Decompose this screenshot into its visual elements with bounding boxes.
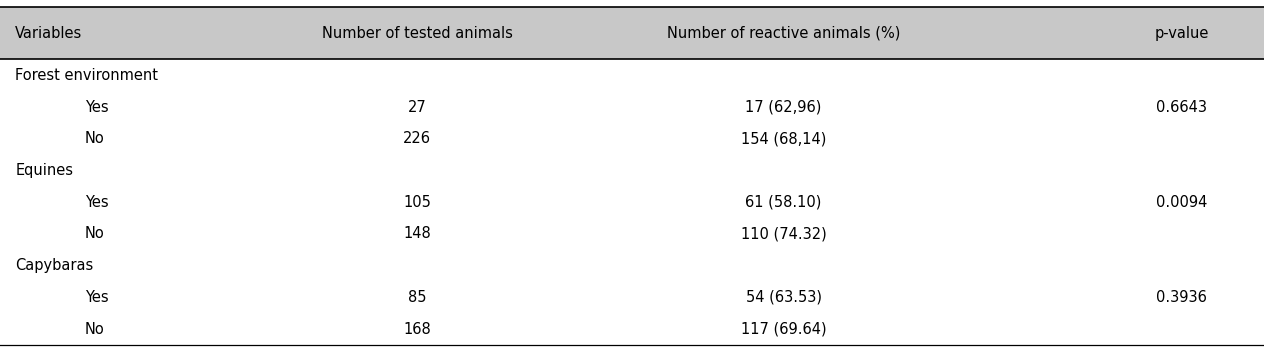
Text: 110 (74.32): 110 (74.32) <box>741 226 827 241</box>
Text: 61 (58.10): 61 (58.10) <box>746 195 822 210</box>
Text: 0.6643: 0.6643 <box>1157 100 1207 114</box>
Text: 168: 168 <box>403 322 431 337</box>
Text: 17 (62,96): 17 (62,96) <box>746 100 822 114</box>
Text: p-value: p-value <box>1154 26 1210 41</box>
Text: 85: 85 <box>408 290 426 305</box>
Text: Forest environment: Forest environment <box>15 68 158 83</box>
Text: Yes: Yes <box>85 100 109 114</box>
Text: 54 (63.53): 54 (63.53) <box>746 290 822 305</box>
Text: 226: 226 <box>403 131 431 146</box>
Text: 117 (69.64): 117 (69.64) <box>741 322 827 337</box>
Text: No: No <box>85 322 105 337</box>
Text: Equines: Equines <box>15 163 73 178</box>
Text: Yes: Yes <box>85 290 109 305</box>
Text: 27: 27 <box>408 100 426 114</box>
Bar <box>0 7 1264 59</box>
Text: 0.3936: 0.3936 <box>1157 290 1207 305</box>
Text: 148: 148 <box>403 226 431 241</box>
Text: Number of tested animals: Number of tested animals <box>321 26 513 41</box>
Text: No: No <box>85 131 105 146</box>
Text: 154 (68,14): 154 (68,14) <box>741 131 827 146</box>
Text: Yes: Yes <box>85 195 109 210</box>
Text: No: No <box>85 226 105 241</box>
Text: 105: 105 <box>403 195 431 210</box>
Text: Capybaras: Capybaras <box>15 258 94 273</box>
Text: Variables: Variables <box>15 26 82 41</box>
Text: Number of reactive animals (%): Number of reactive animals (%) <box>667 26 900 41</box>
Text: 0.0094: 0.0094 <box>1157 195 1207 210</box>
